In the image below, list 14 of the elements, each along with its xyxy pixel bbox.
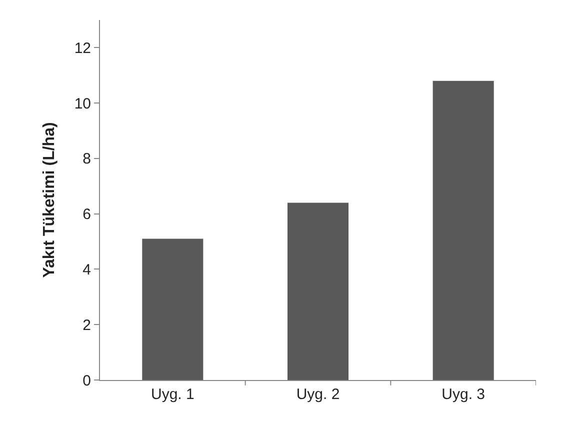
bar <box>432 80 494 380</box>
y-axis-title: Yakıt Tüketimi (L/ha) <box>41 122 58 278</box>
y-tick-label: 6 <box>82 206 91 224</box>
bar <box>142 238 204 380</box>
x-tick-label: Uyg. 3 <box>442 386 486 403</box>
y-tick-label: 2 <box>82 316 91 334</box>
y-tick-label: 0 <box>82 372 91 390</box>
x-tick-label: Uyg. 1 <box>150 386 194 403</box>
x-tick-label: Uyg. 2 <box>296 386 340 403</box>
y-tick-label: 10 <box>74 95 91 112</box>
y-tick-label: 12 <box>74 40 91 57</box>
bar <box>287 202 349 380</box>
y-tick-label: 8 <box>82 150 91 168</box>
y-tick-label: 4 <box>82 261 91 278</box>
